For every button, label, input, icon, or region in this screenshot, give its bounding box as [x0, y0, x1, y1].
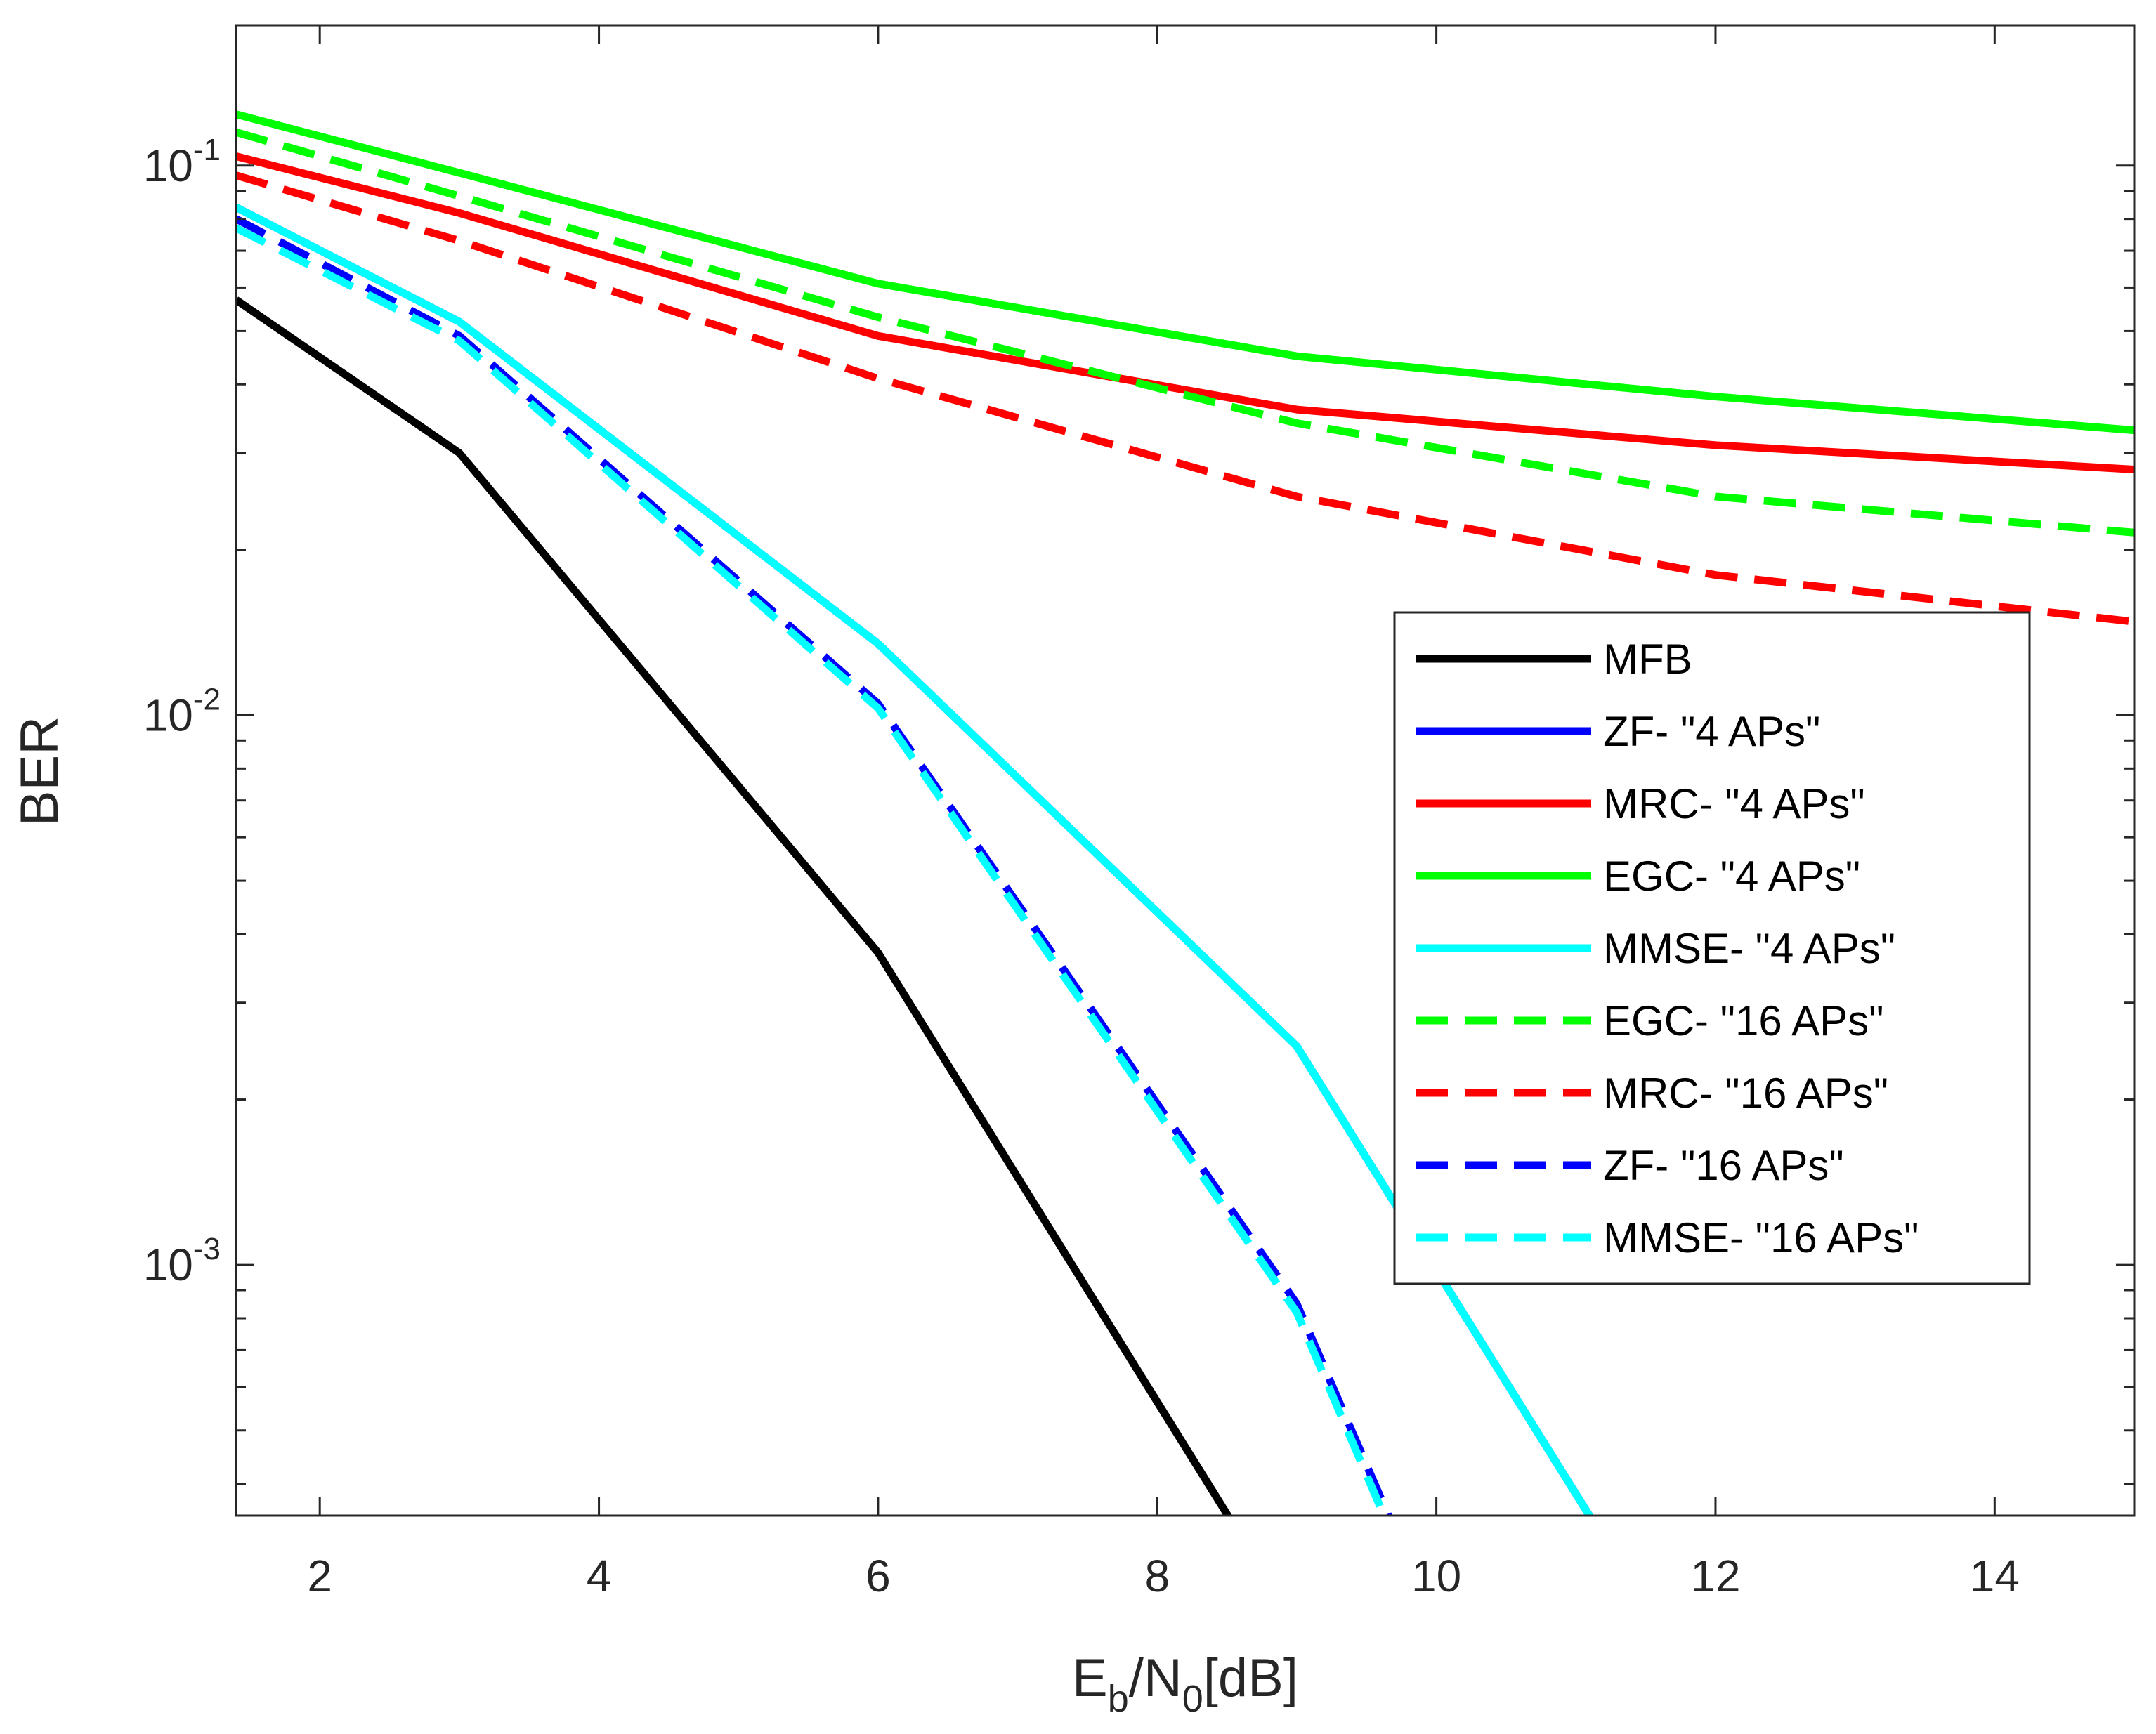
- x-tick-label-10: 10: [1411, 1551, 1461, 1601]
- x-tick-label-4: 4: [587, 1551, 612, 1601]
- y-tick-label-1: 10-2: [143, 682, 221, 740]
- series-layer: [236, 110, 2134, 1516]
- y-tick-label-base: 10: [143, 140, 193, 191]
- x-axis-title-tail: [dB]: [1203, 1648, 1298, 1708]
- series-line-mmse-16-aps: [236, 224, 1389, 1516]
- legend-label-egc-16-aps: EGC- "16 APs": [1603, 997, 1883, 1044]
- x-tick-label-2: 2: [307, 1551, 332, 1601]
- legend-label-mfb: MFB: [1603, 636, 1692, 683]
- ticks-layer: [236, 25, 2134, 1516]
- x-axis-title-main: E: [1072, 1648, 1108, 1708]
- x-axis-title: Eb/N0[dB]: [1072, 1648, 1298, 1720]
- plot-frame: [235, 24, 2136, 1517]
- x-tick-labels: 2 4 6 8 10 12 14: [307, 1551, 2020, 1601]
- y-axis-title: BER: [10, 716, 70, 826]
- x-tick-label-6: 6: [865, 1551, 891, 1601]
- y-tick-labels: 10-110-210-3: [143, 133, 221, 1290]
- legend-label-mmse-16-aps: MMSE- "16 APs": [1603, 1214, 1919, 1261]
- y-tick-label-base: 10: [143, 1240, 193, 1290]
- x-tick-label-14: 14: [1970, 1551, 2020, 1601]
- legend-label-mrc-16-aps: MRC- "16 APs": [1603, 1070, 1888, 1117]
- legend-label-mrc-4-aps: MRC- "4 APs": [1603, 780, 1865, 827]
- x-axis-title-sub-2: 0: [1182, 1678, 1203, 1720]
- legend: MFB ZF- "4 APs" MRC- "4 APs" EGC- "4 APs" MM…: [1393, 611, 2031, 1285]
- series-line-mrc-4-aps: [236, 152, 2134, 473]
- y-tick-label-0: 10-1: [143, 133, 221, 191]
- x-tick-label-12: 12: [1690, 1551, 1740, 1601]
- x-axis-title-mid: /N: [1129, 1648, 1182, 1708]
- series-line-mfb: [236, 296, 1233, 1516]
- x-axis-title-sub-1: b: [1108, 1678, 1129, 1720]
- y-tick-label-exp: -3: [193, 1232, 221, 1266]
- series-line-egc-16-aps: [236, 129, 2134, 537]
- series-line-mrc-16-aps: [236, 171, 2134, 626]
- y-tick-label-base: 10: [143, 690, 193, 740]
- y-tick-label-exp: -1: [193, 133, 221, 167]
- legend-items: MFB ZF- "4 APs" MRC- "4 APs" EGC- "4 APs" MM…: [1416, 636, 1919, 1261]
- y-tick-label-2: 10-3: [143, 1232, 221, 1290]
- series-line-egc-4-aps: [236, 110, 2134, 435]
- legend-label-zf-4-aps: ZF- "4 APs": [1603, 708, 1820, 755]
- y-tick-label-exp: -2: [193, 682, 221, 716]
- legend-label-mmse-4-aps: MMSE- "4 APs": [1603, 925, 1895, 972]
- legend-label-zf-16-aps: ZF- "16 APs": [1603, 1142, 1844, 1189]
- x-tick-label-8: 8: [1144, 1551, 1170, 1601]
- legend-label-egc-4-aps: EGC- "4 APs": [1603, 853, 1860, 900]
